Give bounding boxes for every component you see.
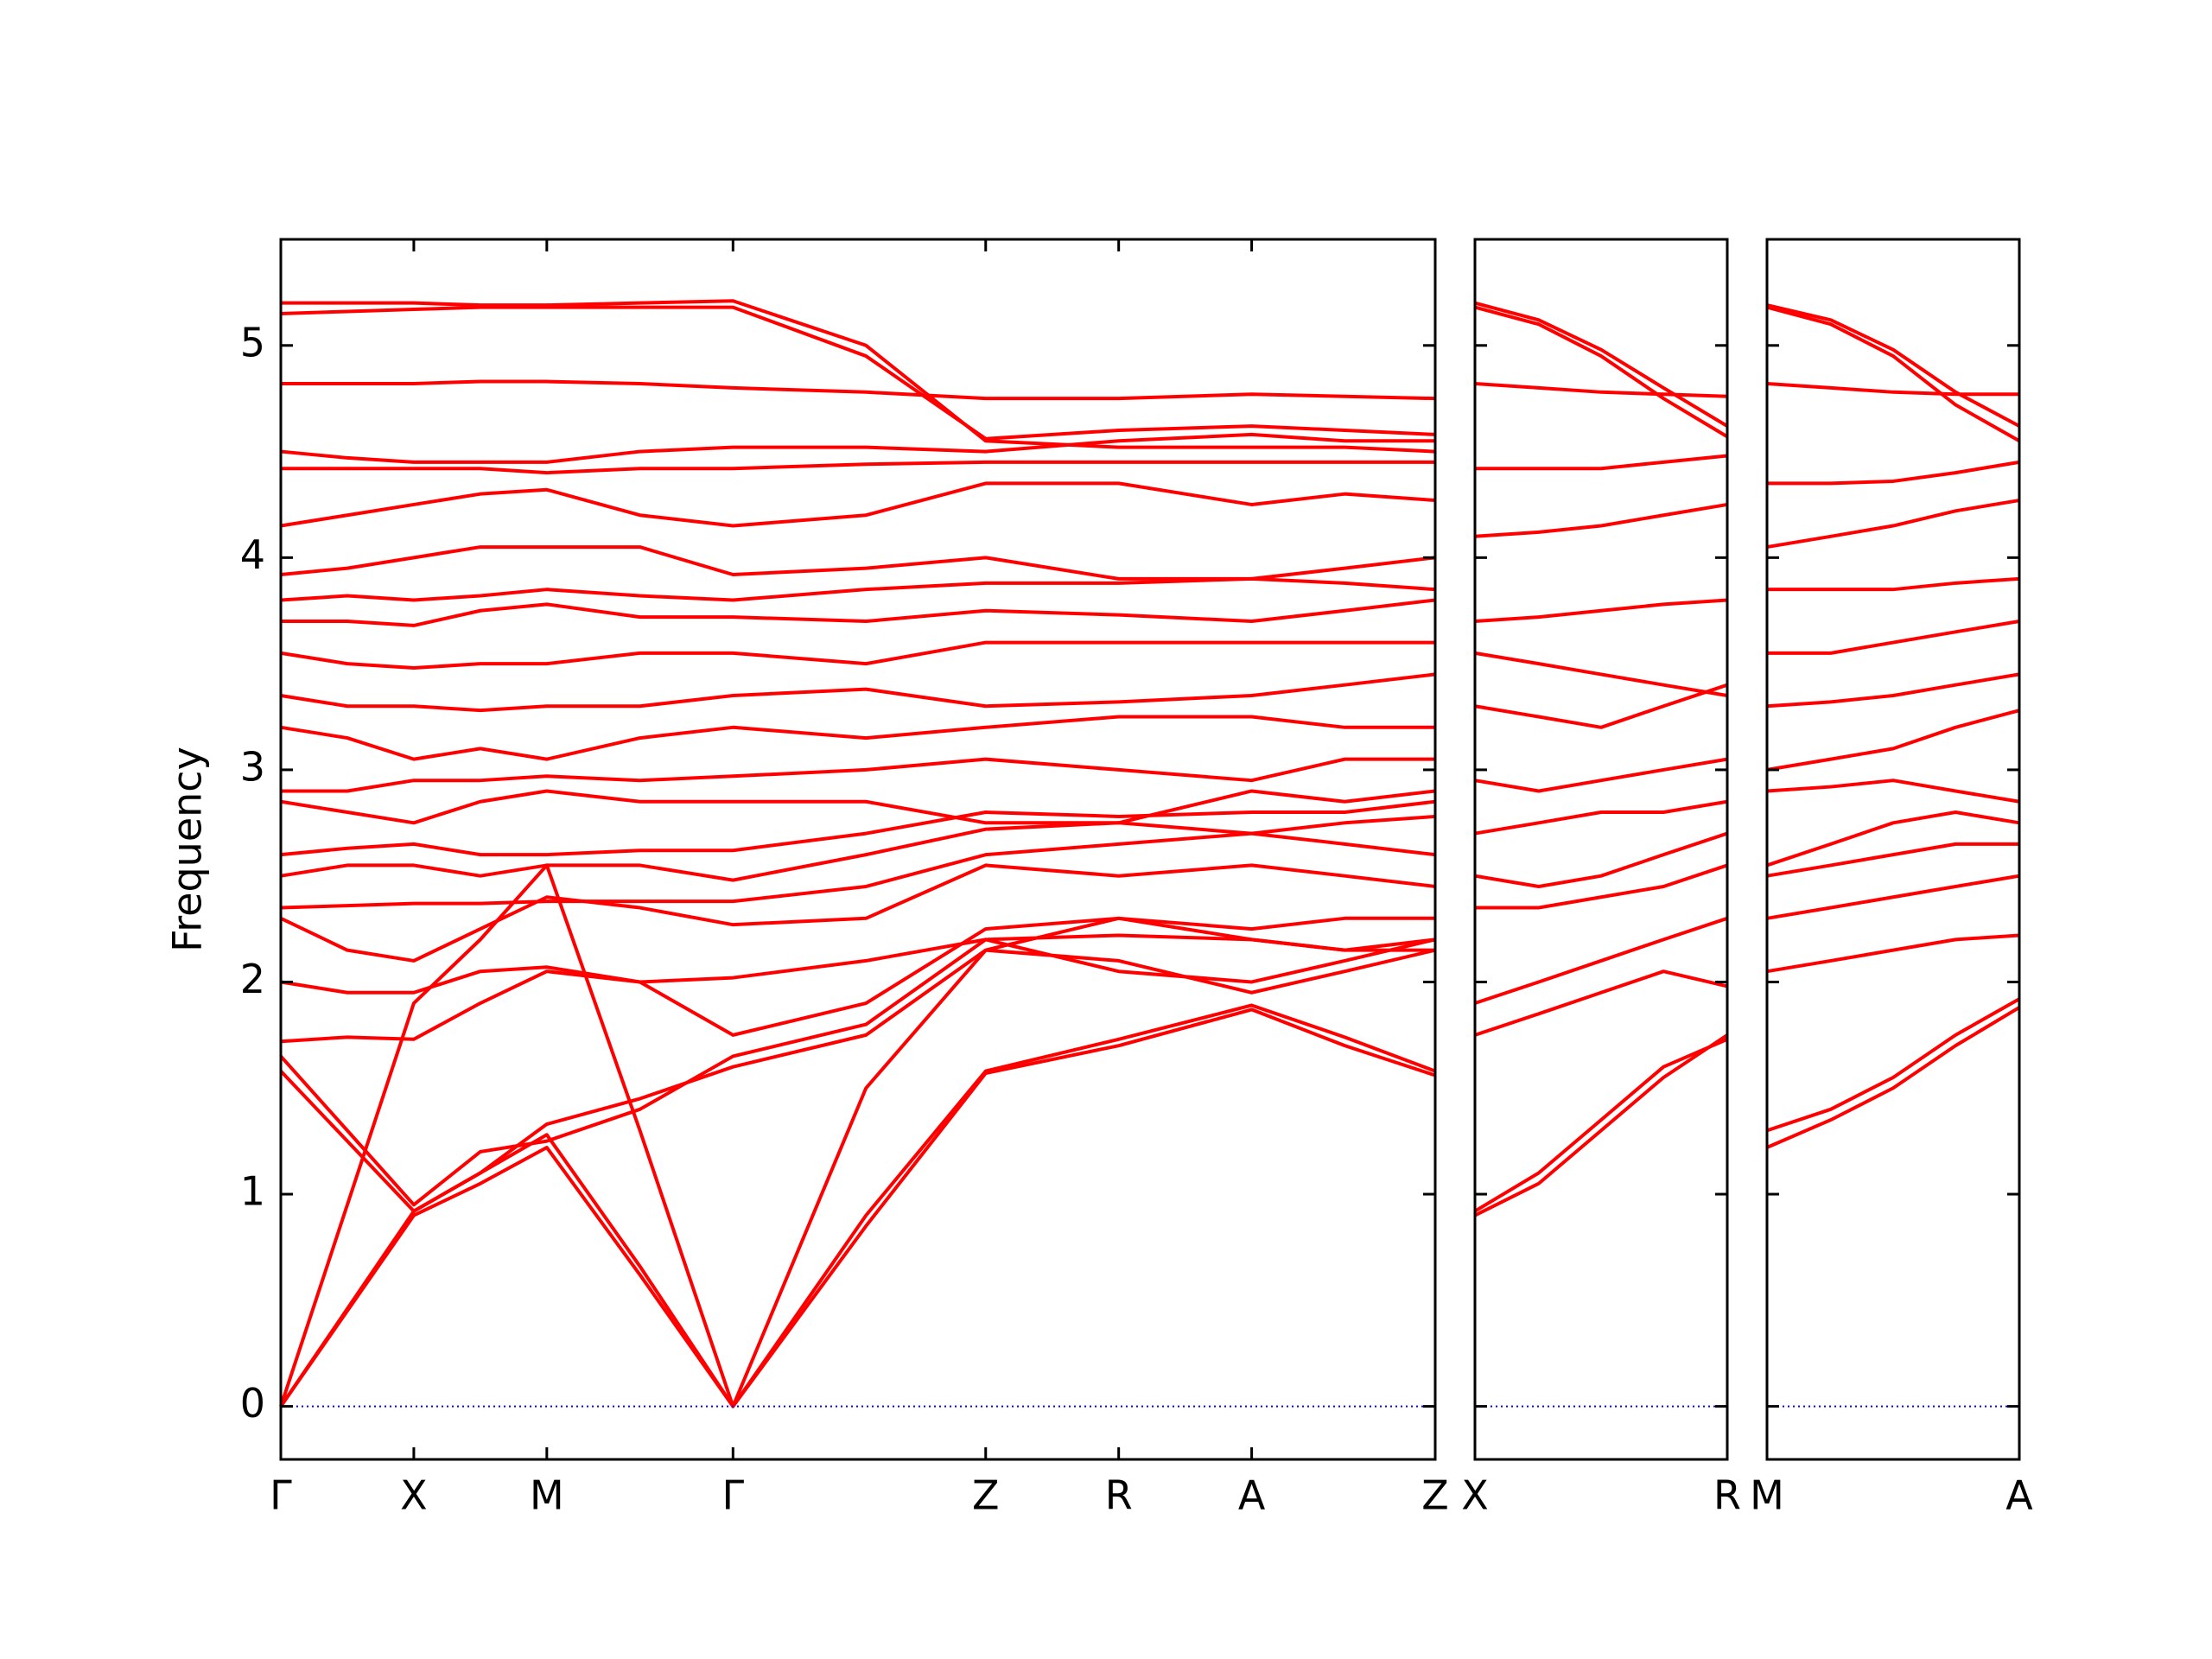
plot-frame xyxy=(1765,238,2021,1461)
x-tick-label: X xyxy=(1461,1472,1489,1519)
band-line xyxy=(1474,502,1728,538)
band-line xyxy=(1766,779,2020,804)
band-line xyxy=(1474,305,1729,439)
band-line xyxy=(1474,301,1729,428)
band-line xyxy=(1474,651,1728,697)
band-line xyxy=(1766,303,2020,428)
band-line xyxy=(280,789,1436,825)
band-line xyxy=(1766,997,2020,1133)
band-line xyxy=(1766,709,2020,772)
band-line xyxy=(1474,683,1728,729)
y-tick-label: 2 xyxy=(240,956,265,1002)
x-tick-label: M xyxy=(530,1472,564,1519)
band-line xyxy=(281,299,1436,454)
x-tick-label: A xyxy=(1238,1472,1266,1519)
band-line xyxy=(1474,381,1728,398)
band-line xyxy=(279,938,1436,1207)
band-line xyxy=(280,545,1436,581)
band-line xyxy=(280,715,1435,761)
y-tick-label: 4 xyxy=(240,531,265,578)
band-line xyxy=(1473,1037,1728,1213)
x-tick-label: Γ xyxy=(721,1472,744,1519)
band-line xyxy=(279,863,1436,1408)
band-line xyxy=(1767,460,2020,486)
x-tick-label: R xyxy=(1713,1472,1741,1519)
band-line xyxy=(280,305,1436,441)
band-line xyxy=(1766,1006,2021,1149)
band-line xyxy=(280,576,1436,602)
x-tick-label: A xyxy=(2005,1472,2033,1519)
plot-frame xyxy=(279,238,1437,1461)
band-line xyxy=(1474,757,1728,793)
band-line xyxy=(281,598,1436,627)
band-line xyxy=(279,1003,1436,1408)
x-tick-label: R xyxy=(1105,1472,1133,1519)
band-line xyxy=(1766,381,2019,397)
y-tick-label: 5 xyxy=(240,319,265,365)
band-line xyxy=(1474,916,1728,1005)
x-tick-label: Z xyxy=(972,1472,1000,1519)
band-line xyxy=(1767,620,2020,655)
band-line xyxy=(1766,933,2020,974)
band-line xyxy=(280,640,1435,671)
x-tick-label: Γ xyxy=(270,1472,292,1519)
band-line xyxy=(280,863,1436,963)
band-line xyxy=(1474,799,1728,836)
band-line xyxy=(1767,576,2020,592)
y-tick-label: 0 xyxy=(240,1380,265,1427)
band-line xyxy=(280,672,1436,713)
band-line xyxy=(1766,305,2020,443)
band-line xyxy=(281,460,1435,475)
band-line xyxy=(279,1007,1436,1408)
band-line xyxy=(281,757,1435,793)
x-tick-label: M xyxy=(1750,1472,1784,1519)
band-line xyxy=(1475,863,1728,910)
band-line xyxy=(280,814,1436,882)
band-line xyxy=(1474,598,1728,624)
x-tick-label: Z xyxy=(1421,1472,1449,1519)
plot-frame xyxy=(1473,238,1729,1461)
band-line xyxy=(1766,842,2019,878)
band-line xyxy=(1766,499,2020,550)
x-tick-label: X xyxy=(400,1472,428,1519)
band-line xyxy=(1474,969,1728,1037)
band-line xyxy=(280,799,1436,857)
band-line xyxy=(281,379,1436,401)
band-line xyxy=(1766,810,2020,868)
band-line xyxy=(280,432,1435,464)
y-tick-label: 1 xyxy=(240,1168,265,1215)
y-tick-label: 3 xyxy=(240,743,265,790)
band-line xyxy=(1766,874,2020,920)
band-line xyxy=(1474,1033,1729,1217)
band-line xyxy=(1766,672,2020,709)
band-line xyxy=(280,916,1435,1044)
band-line xyxy=(280,933,1436,995)
band-line xyxy=(1475,454,1728,471)
band-line xyxy=(1474,831,1728,888)
band-line xyxy=(280,481,1436,528)
y-axis-label: Frequency xyxy=(164,747,211,952)
